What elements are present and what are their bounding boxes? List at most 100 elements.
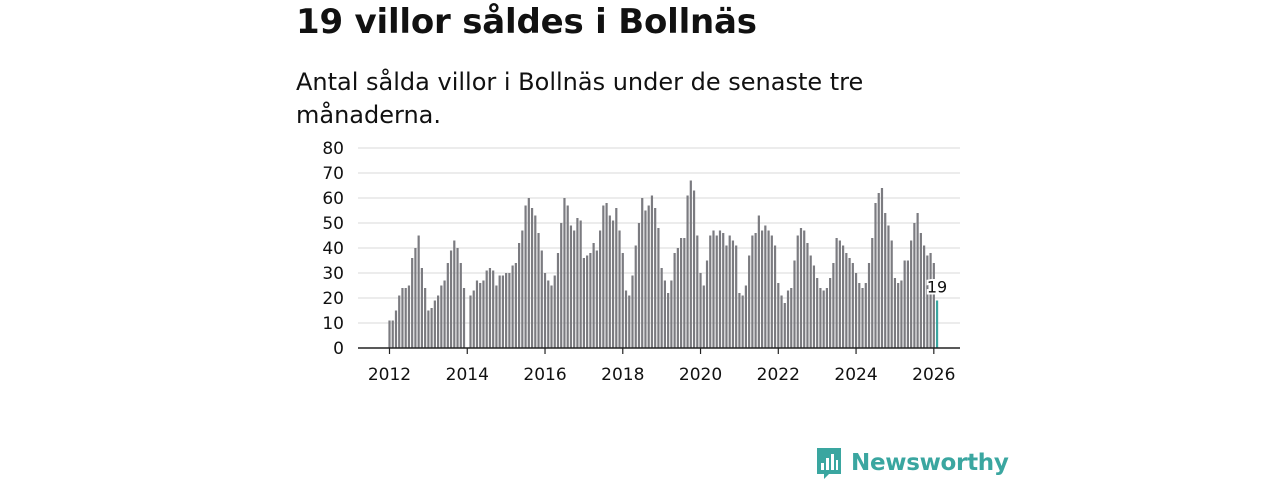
bar [472,290,475,348]
bar [534,215,537,348]
bar-highlight [935,300,939,348]
bar [735,245,738,348]
bar [589,253,592,348]
bar [861,288,864,348]
newsworthy-logo-icon [817,448,841,479]
bar [715,235,718,348]
bar [634,245,637,348]
bar [712,230,715,348]
y-tick-label: 80 [322,139,344,159]
bar [799,228,803,348]
bar [893,278,897,348]
x-tick-label: 2014 [446,365,489,385]
bar [793,260,796,348]
bar [427,310,430,348]
bar [867,263,871,348]
bar [816,278,819,348]
bar [699,273,702,348]
bar [644,210,647,348]
bar [540,250,543,348]
brand-name: Newsworthy [851,450,1009,476]
bar [777,283,780,348]
bar [728,235,731,348]
y-tick-label: 60 [322,189,344,209]
bar [495,285,498,348]
y-tick-label: 40 [322,239,344,259]
bar [796,235,799,348]
bar [692,190,696,348]
bar [722,233,725,348]
bar [832,263,835,348]
bar [563,198,566,348]
bar [683,238,686,348]
bar [696,235,699,348]
bar [449,250,453,348]
bar [783,303,786,348]
bar [608,215,611,348]
bar [605,203,608,348]
bar [780,295,783,348]
bar [631,275,634,348]
bar [848,258,851,348]
bar [806,243,809,348]
bar [741,295,744,348]
bar [754,233,757,348]
bar [751,235,754,348]
bar [903,260,906,348]
bar [394,310,398,348]
bar [654,208,657,348]
bar [702,285,705,348]
bar [508,273,511,348]
bar [637,223,641,348]
bar [887,225,890,348]
bar [440,285,443,348]
bar [884,213,887,348]
bar [592,243,595,348]
bar [501,275,504,348]
y-tick-label: 50 [322,214,344,234]
bar [757,215,760,348]
bar [825,288,828,348]
bar [864,283,867,348]
bar [676,248,679,348]
bar [556,253,560,348]
bar [744,285,747,348]
brand-logo[interactable]: Newsworthy [815,446,1009,480]
x-tick-label: 2012 [368,365,411,385]
bar [462,288,466,348]
bar [890,240,893,348]
bar [456,248,459,348]
bar [641,198,644,348]
bar [446,263,449,348]
bar [579,220,582,348]
bar [388,320,391,348]
y-tick-label: 70 [322,164,344,184]
bar [835,238,838,348]
bar [923,245,926,348]
bar [838,240,841,348]
x-axis: 2012 2014 2016 2018 2020 2022 2024 2026 [358,347,960,385]
bar [599,230,602,348]
bar [819,288,822,348]
bar [417,235,420,348]
bar [786,290,790,348]
bar [576,218,579,348]
bar [660,268,663,348]
bar [401,288,404,348]
x-tick-label: 2020 [679,365,722,385]
bar [543,273,547,348]
bar [618,230,621,348]
bar [877,193,880,348]
bar [566,205,569,348]
bar [475,280,479,348]
y-tick-label: 10 [322,314,344,334]
bar [803,230,806,348]
x-tick-label: 2022 [757,365,800,385]
bar [485,270,488,348]
bar [553,275,556,348]
bar [929,253,932,348]
bar [459,263,462,348]
y-tick-label: 0 [333,339,344,359]
bar [479,283,482,348]
